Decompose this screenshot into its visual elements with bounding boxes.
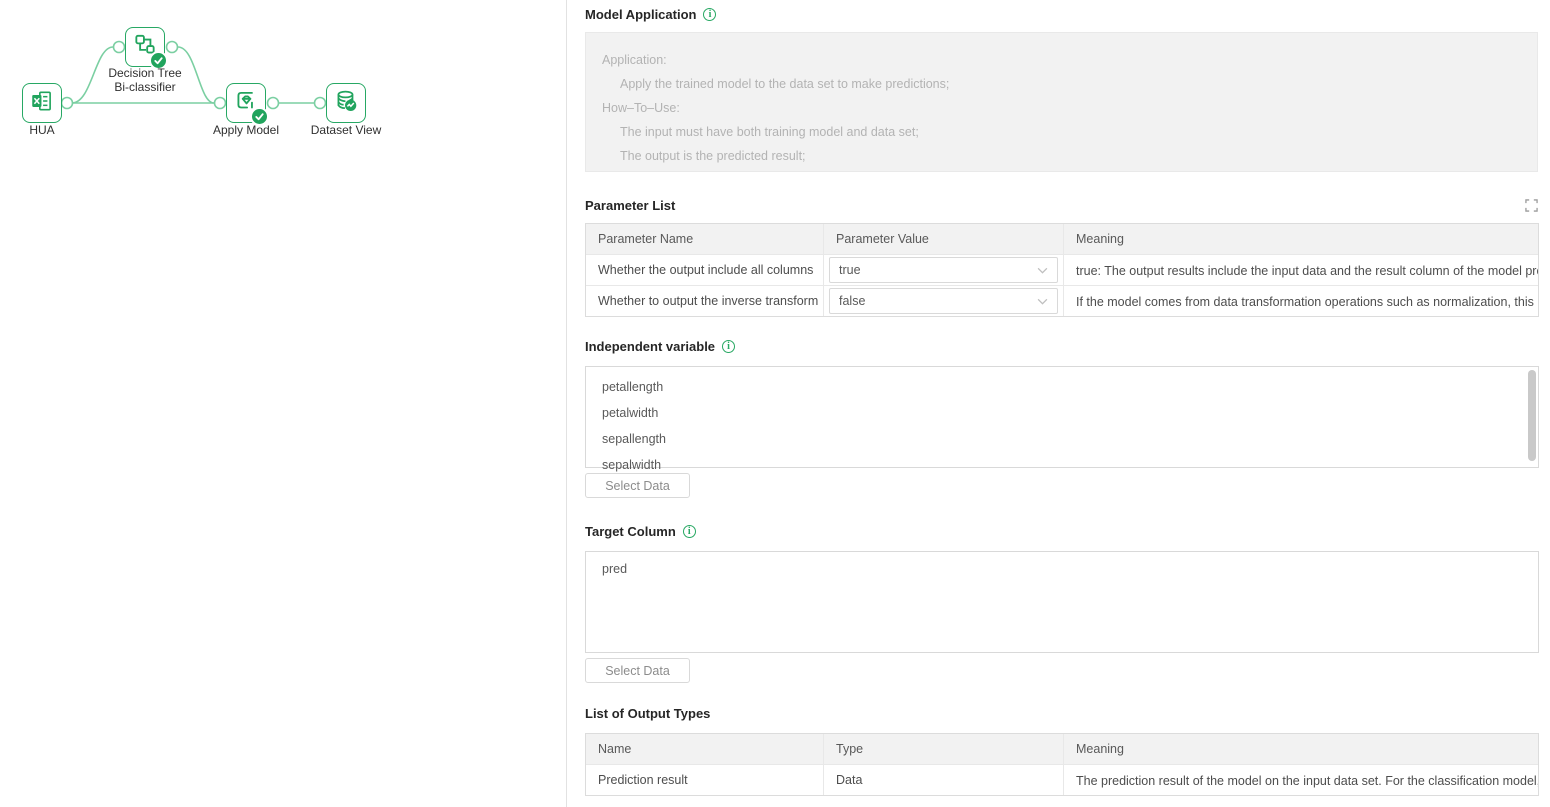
chevron-down-icon (1037, 267, 1048, 274)
port-applymodel-out (266, 96, 280, 110)
list-item[interactable]: petallength (602, 380, 664, 394)
section-model-application: Model Application i (585, 7, 1538, 22)
parameter-value-dropdown[interactable]: false (829, 288, 1058, 314)
node-label-dataset-view: Dataset View (310, 123, 382, 137)
edge-hua-to-tree (71, 46, 114, 104)
column-header: Type (824, 734, 1064, 764)
info-icon[interactable]: i (682, 525, 696, 538)
output-types-table-header: Name Type Meaning (586, 734, 1538, 764)
target-column-box[interactable]: pred (585, 551, 1539, 653)
parameter-value-dropdown[interactable]: true (829, 257, 1058, 283)
column-header: Parameter Value (824, 224, 1064, 254)
excel-file-icon (29, 88, 55, 119)
section-target-column: Target Column i (585, 524, 1538, 539)
port-datasetview-in (313, 96, 327, 110)
node-dataset-view[interactable] (326, 83, 366, 123)
description-line: The output is the predicted result; (620, 149, 806, 163)
list-item[interactable]: sepalwidth (602, 458, 662, 472)
description-line: How–To–Use: (602, 101, 680, 115)
info-icon[interactable]: i (703, 8, 717, 21)
table-row: Prediction result Data The prediction re… (586, 764, 1538, 795)
dropdown-selected-value: false (839, 294, 866, 308)
model-application-description: Application: Apply the trained model to … (585, 32, 1538, 172)
independent-variable-title: Independent variable (585, 339, 716, 354)
node-label-apply-model: Apply Model (212, 123, 280, 137)
description-line: Apply the trained model to the data set … (620, 77, 950, 91)
column-header: Parameter Name (586, 224, 824, 254)
table-row: Whether the output include all columns t… (586, 254, 1538, 285)
info-icon[interactable]: i (722, 340, 736, 353)
node-apply-model[interactable] (226, 83, 266, 123)
independent-variable-list[interactable]: petallength petalwidth sepallength sepal… (585, 366, 1539, 472)
select-data-button[interactable]: Select Data (585, 658, 690, 683)
target-column-value: pred (602, 562, 628, 576)
success-check-icon (149, 51, 168, 70)
port-hua-out (60, 96, 74, 110)
section-parameter-list: Parameter List (585, 198, 1538, 213)
config-panel: Model Application i Application: Apply t… (566, 0, 1550, 807)
output-type: Data (824, 765, 1064, 795)
node-label-decision-tree: Decision Tree Bi-classifier (108, 66, 182, 94)
select-data-button[interactable]: Select Data (585, 473, 690, 498)
chevron-down-icon (1037, 298, 1048, 305)
output-types-table: Name Type Meaning Prediction result Data… (585, 733, 1539, 796)
node-hua[interactable] (22, 83, 62, 123)
database-view-icon (333, 88, 359, 119)
output-name: Prediction result (586, 765, 824, 795)
section-output-types: List of Output Types (585, 706, 1538, 721)
parameter-name: Whether to output the inverse transform (586, 286, 824, 316)
parameter-meaning: true: The output results include the inp… (1076, 263, 1538, 278)
apply-model-gem-icon (233, 88, 259, 119)
parameter-meaning: If the model comes from data transformat… (1076, 294, 1538, 309)
parameter-table: Parameter Name Parameter Value Meaning W… (585, 223, 1539, 317)
parameter-table-header: Parameter Name Parameter Value Meaning (586, 224, 1538, 254)
fullscreen-icon[interactable] (1524, 199, 1538, 213)
parameter-name: Whether the output include all columns (586, 255, 824, 285)
description-line: Application: (602, 53, 667, 67)
success-check-icon (250, 107, 269, 126)
column-header: Meaning (1076, 232, 1124, 246)
list-item[interactable]: sepallength (602, 432, 666, 446)
column-header: Name (586, 734, 824, 764)
description-line: The input must have both training model … (620, 125, 919, 139)
target-column-title: Target Column (585, 524, 676, 539)
output-types-title: List of Output Types (585, 706, 711, 721)
decision-tree-icon (132, 32, 158, 63)
dropdown-selected-value: true (839, 263, 861, 277)
table-row: Whether to output the inverse transform … (586, 285, 1538, 316)
scrollbar-thumb[interactable] (1528, 370, 1536, 461)
workflow-canvas[interactable]: HUA Decision Tree Bi-classifier (0, 0, 565, 807)
section-independent-variable: Independent variable i (585, 339, 1538, 354)
edge-tree-to-applymodel (177, 46, 215, 104)
port-applymodel-in (213, 96, 227, 110)
parameter-list-title: Parameter List (585, 198, 676, 213)
node-label-hua: HUA (29, 123, 55, 137)
output-meaning: The prediction result of the model on th… (1076, 773, 1538, 788)
port-tree-in (112, 40, 126, 54)
column-header: Meaning (1076, 742, 1124, 756)
workflow-edges (60, 40, 327, 110)
list-item[interactable]: petalwidth (602, 406, 659, 420)
port-tree-out (165, 40, 179, 54)
model-application-title: Model Application (585, 7, 697, 22)
